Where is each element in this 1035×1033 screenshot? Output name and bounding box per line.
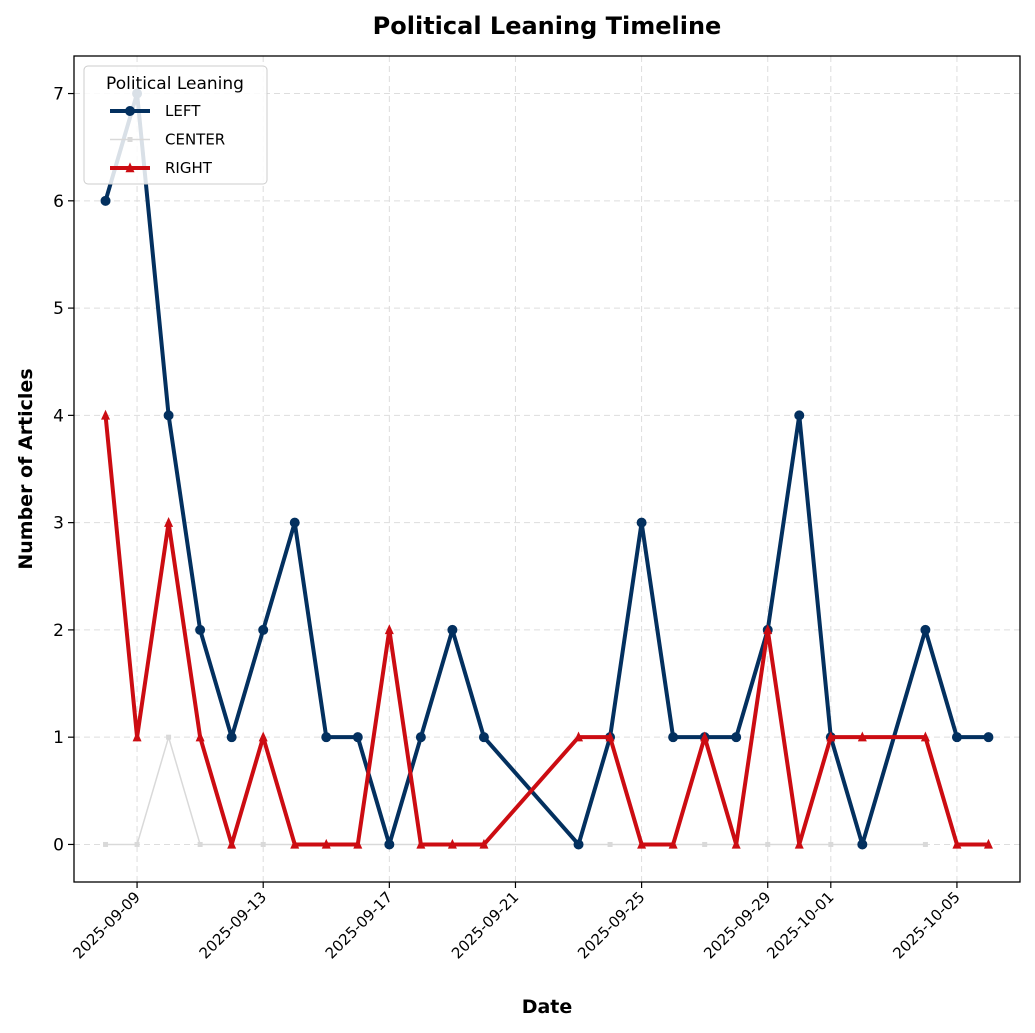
data-point-right <box>637 838 647 849</box>
data-point-right <box>983 838 993 849</box>
data-point-right <box>132 731 142 742</box>
legend-title: Political Leaning <box>106 74 244 94</box>
legend-label: CENTER <box>165 131 225 149</box>
data-point-right <box>920 731 930 742</box>
data-point-left <box>731 732 742 743</box>
data-point-right <box>258 731 268 742</box>
legend-swatch-marker <box>125 162 135 173</box>
y-tick-label: 5 <box>53 299 64 319</box>
data-point-left <box>163 410 174 421</box>
data-point-right <box>668 838 678 849</box>
data-point-center <box>828 841 834 847</box>
chart-title: Political Leaning Timeline <box>373 12 722 40</box>
data-point-left <box>415 732 426 743</box>
series-line-right <box>103 413 991 847</box>
y-tick-label: 7 <box>53 85 64 105</box>
y-tick-label: 1 <box>53 728 64 748</box>
y-tick-label: 6 <box>53 192 64 212</box>
y-tick-label: 4 <box>53 406 64 426</box>
y-tick-label: 0 <box>53 835 64 855</box>
data-point-right <box>479 838 489 849</box>
data-point-left <box>920 624 931 635</box>
data-point-left <box>636 517 647 528</box>
legend-box <box>83 65 268 185</box>
data-point-right <box>195 731 205 742</box>
legend-swatch-marker <box>125 106 135 116</box>
data-point-center <box>607 841 613 847</box>
data-point-left <box>951 732 962 743</box>
data-point-left <box>794 410 805 421</box>
data-point-center <box>197 841 203 847</box>
series-layer <box>100 88 994 850</box>
data-point-right <box>857 731 867 742</box>
plot-frame <box>73 55 1021 883</box>
data-point-right <box>447 838 457 849</box>
data-point-left <box>226 732 237 743</box>
data-point-center <box>134 841 140 847</box>
data-point-left <box>857 839 868 850</box>
legend-entry-left: LEFT <box>110 102 201 120</box>
series-right <box>101 409 993 849</box>
y-tick-label: 2 <box>53 621 64 641</box>
data-point-right <box>605 731 615 742</box>
data-point-right <box>290 838 300 849</box>
data-point-left <box>100 195 111 206</box>
data-point-right <box>826 731 836 742</box>
data-point-left <box>478 732 489 743</box>
data-point-right <box>321 838 331 849</box>
data-point-left <box>447 624 458 635</box>
data-point-left <box>668 732 679 743</box>
x-axis-label: Date <box>522 996 573 1018</box>
data-point-left <box>289 517 300 528</box>
data-point-left <box>384 839 395 850</box>
legend-entry-right: RIGHT <box>110 159 213 177</box>
data-point-right <box>952 838 962 849</box>
data-point-center <box>765 841 771 847</box>
legend-entry-center: CENTER <box>110 131 225 149</box>
data-point-right <box>731 838 741 849</box>
data-point-left <box>195 624 206 635</box>
data-point-center <box>166 734 172 740</box>
data-point-left <box>258 624 269 635</box>
data-point-right <box>384 624 394 635</box>
legend: Political Leaning LEFT CENTER RIGHT <box>83 65 268 185</box>
data-point-center <box>103 841 109 847</box>
data-point-center <box>260 841 266 847</box>
data-point-center <box>702 841 708 847</box>
data-point-right <box>101 409 111 420</box>
legend-label: RIGHT <box>165 159 213 177</box>
data-point-right <box>227 838 237 849</box>
legend-swatch-marker <box>127 137 133 142</box>
data-point-right <box>794 838 804 849</box>
data-point-right <box>416 838 426 849</box>
data-point-left <box>352 732 363 743</box>
data-point-left <box>983 732 994 743</box>
data-point-right <box>763 624 773 635</box>
data-point-left <box>321 732 332 743</box>
data-point-right <box>353 838 363 849</box>
legend-label: LEFT <box>165 102 201 120</box>
data-point-left <box>573 839 584 850</box>
y-tick-label: 3 <box>53 514 64 534</box>
y-axis-label: Number of Articles <box>15 368 37 569</box>
data-point-right <box>574 731 584 742</box>
data-point-right <box>164 517 174 527</box>
data-point-center <box>922 841 928 847</box>
data-point-right <box>700 731 710 742</box>
